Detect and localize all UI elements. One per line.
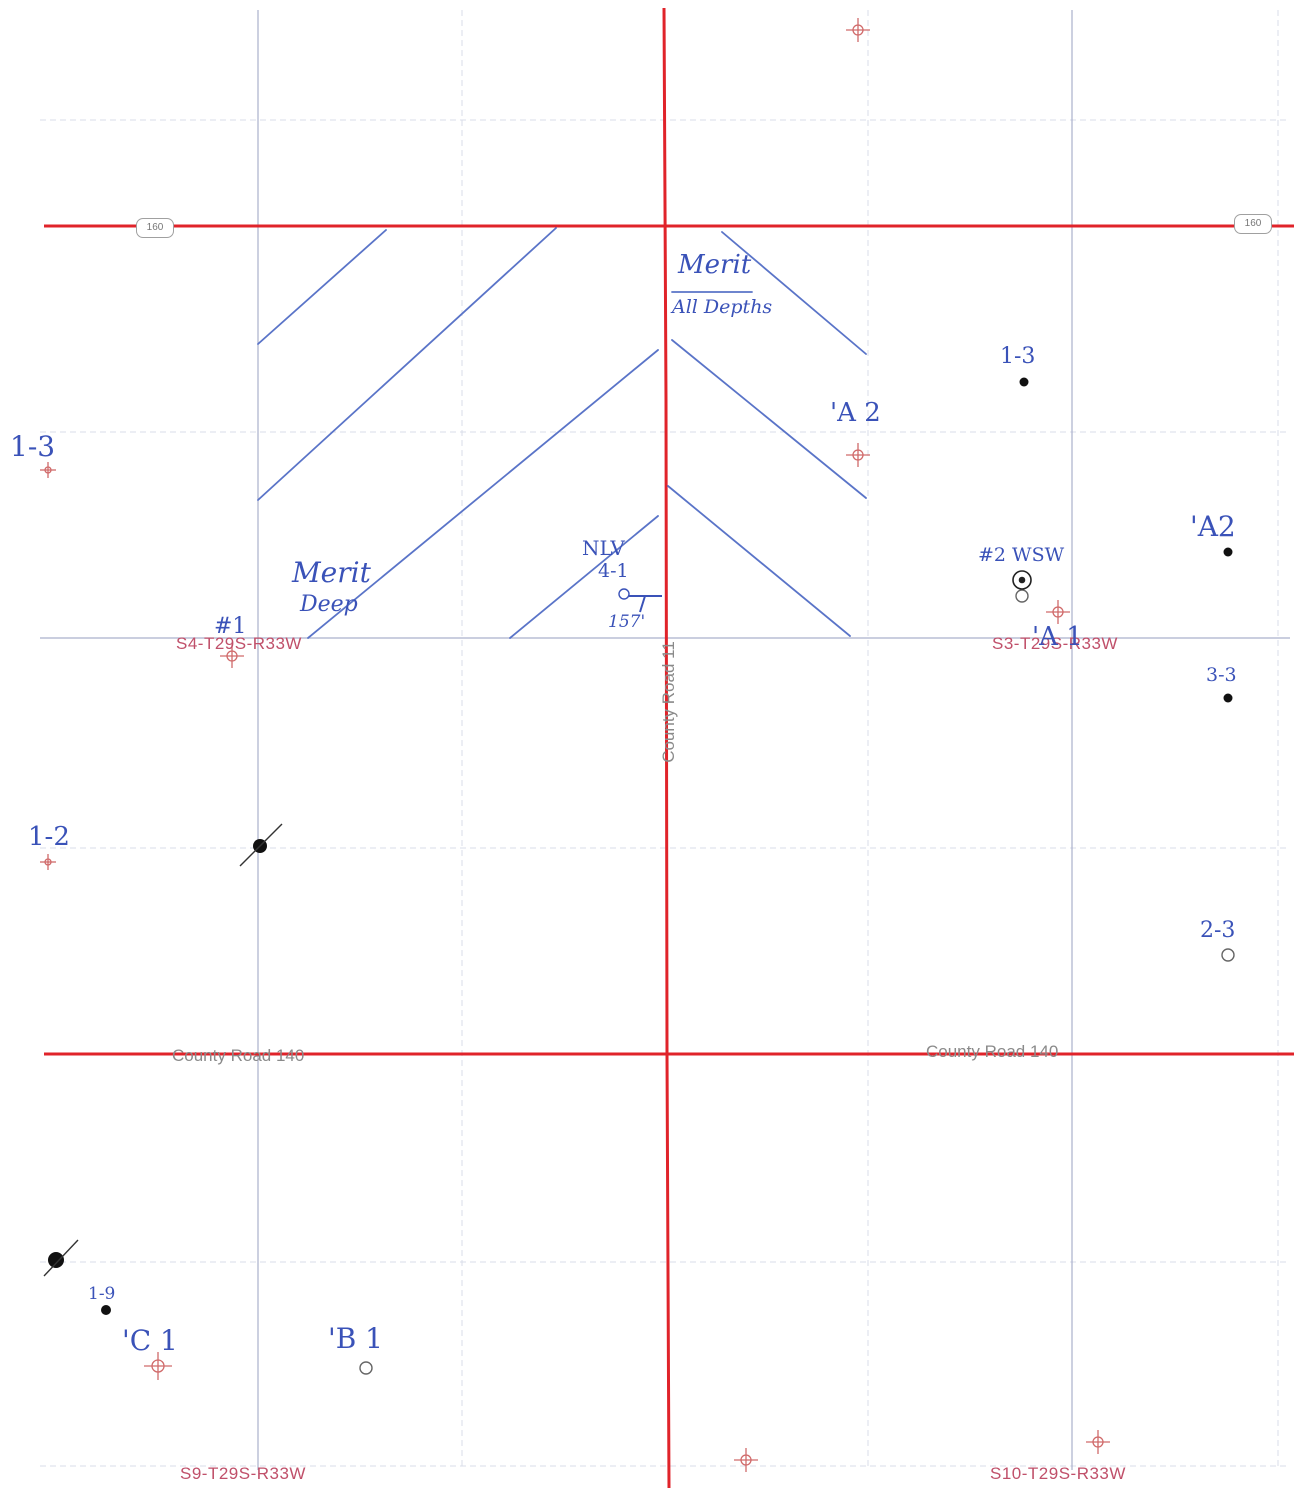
section-label-s9: S9-T29S-R33W [180,1464,306,1484]
road-label-county-road-11: County Road 11 [659,641,679,763]
well-label-2-3: 2-3 [1200,918,1235,943]
well-label-1-2: 1-2 [28,822,70,852]
well-label-nlv: NLV [582,536,625,560]
lease-merit-deep-title: Merit [292,556,371,589]
well-label-b1: 'B 1 [328,1322,383,1355]
well-label-nlv-depth: 157' [608,612,645,632]
road-label-county-road-140-west: County Road 140 [172,1046,304,1066]
highway-shield-east: 160 [1234,214,1272,234]
well-label-1-s4: #1 [214,614,246,639]
well-label-c1: 'C 1 [122,1324,178,1357]
well-label-1-3-west: 1-3 [10,430,55,463]
well-label-1-9: 1-9 [88,1284,115,1304]
lease-merit-all-depths-sub: All Depths [672,296,772,318]
well-label-3-3: 3-3 [1206,664,1237,686]
well-label-1-3-ne: 1-3 [1000,344,1035,369]
road-label-county-road-140-east: County Road 140 [926,1042,1058,1062]
well-label-a2-east: 'A2 [1190,510,1236,543]
section-label-s10: S10-T29S-R33W [990,1464,1126,1484]
well-symbols [40,18,1234,1472]
lease-merit-all-depths-title: Merit [678,250,751,280]
well-label-a1: 'A 1 [1032,622,1083,652]
well-label-a2-center: 'A 2 [830,398,881,428]
lease-merit-deep-sub: Deep [300,592,358,617]
well-label-2-wsw: #2 WSW [978,544,1064,566]
location-symbol [40,18,1110,1472]
highway-shield-west: 160 [136,218,174,238]
well-label-nlv-number: 4-1 [598,560,629,582]
